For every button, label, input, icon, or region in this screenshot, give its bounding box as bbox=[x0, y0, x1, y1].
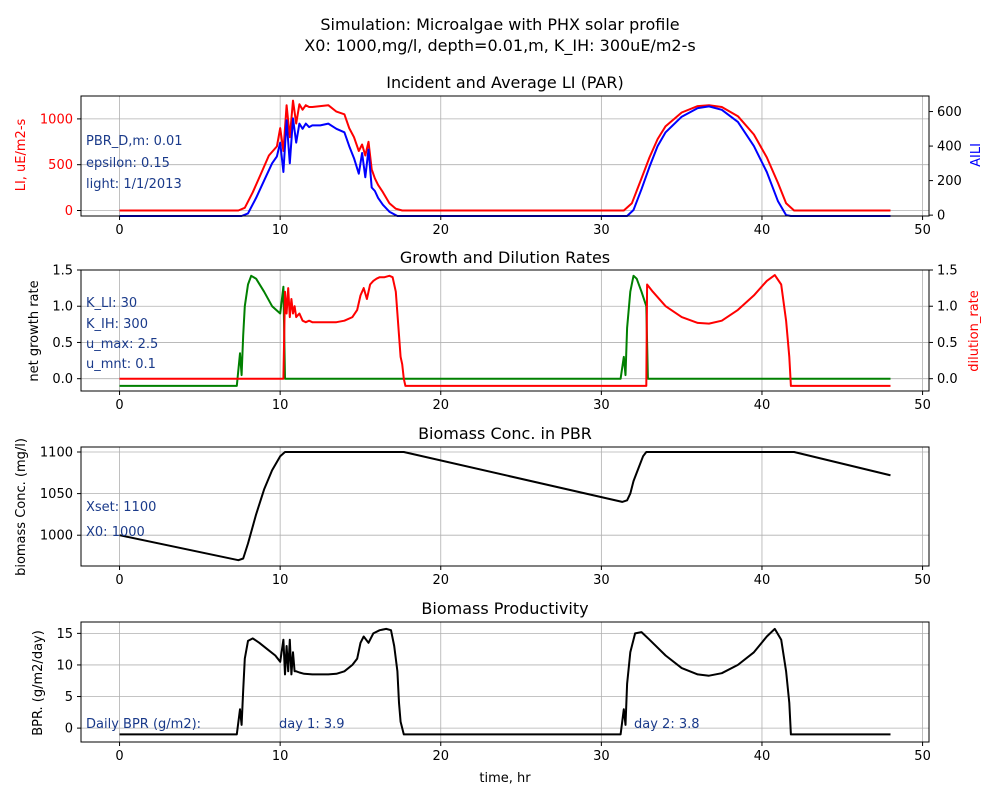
y-tick-label: 5 bbox=[65, 690, 73, 705]
annotation-u-max: u_max: 2.5 bbox=[86, 337, 158, 352]
series-line-red bbox=[119, 99, 891, 212]
axes-frame bbox=[80, 446, 930, 567]
x-tick-label: 20 bbox=[432, 223, 449, 238]
annotation-day2: day 2: 3.8 bbox=[634, 717, 700, 732]
y-tick-label-right: 0 bbox=[937, 209, 945, 224]
x-tick-label: 50 bbox=[914, 223, 931, 238]
y-axis-label: biomass Conc. (mg/l) bbox=[14, 438, 29, 576]
x-tick-label: 10 bbox=[272, 223, 289, 238]
plot-area: 0 10 20 30 40 50 1000 1050 1100 bbox=[40, 445, 931, 588]
annotation-k-ih: K_IH: 300 bbox=[86, 317, 148, 332]
y-tick-label: 15 bbox=[56, 627, 73, 642]
y-tick-label: 500 bbox=[48, 158, 73, 173]
annotation-daily-bpr: Daily BPR (g/m2): bbox=[86, 717, 201, 732]
x-tick-label: 30 bbox=[593, 398, 610, 413]
panel-title: Incident and Average LI (PAR) bbox=[386, 73, 623, 92]
y-tick-label: 0 bbox=[65, 204, 73, 219]
annotation-u-mnt: u_mnt: 0.1 bbox=[86, 357, 156, 372]
x-tick-label: 20 bbox=[432, 573, 449, 588]
y-tick-label: 1.5 bbox=[52, 264, 73, 279]
panel-title: Biomass Conc. in PBR bbox=[418, 424, 592, 443]
annotation-xset: Xset: 1100 bbox=[86, 500, 156, 515]
x-tick-label: 40 bbox=[754, 398, 771, 413]
x-tick-label: 20 bbox=[432, 398, 449, 413]
x-tick-label: 10 bbox=[272, 749, 289, 764]
y-tick-label: 1100 bbox=[40, 445, 73, 460]
y-tick-label-right: 200 bbox=[937, 174, 962, 189]
x-tick-label: 40 bbox=[754, 223, 771, 238]
x-tick-label: 50 bbox=[914, 749, 931, 764]
panel-growth-dilution: Growth and Dilution Rates 0 10 20 30 40 50 0.0… bbox=[27, 248, 982, 413]
y-tick-label-right: 600 bbox=[937, 105, 962, 120]
y-axis-label-right: dilution_rate bbox=[967, 290, 982, 372]
x-tick-label: 10 bbox=[272, 573, 289, 588]
series-line-black bbox=[119, 451, 891, 562]
x-tick-label: 40 bbox=[754, 573, 771, 588]
annotation-epsilon: epsilon: 0.15 bbox=[86, 156, 170, 171]
y-tick-label: 1.0 bbox=[52, 300, 73, 315]
y-tick-label: 1000 bbox=[40, 112, 73, 127]
y-tick-label: 10 bbox=[56, 658, 73, 673]
y-tick-label-right: 1.5 bbox=[937, 264, 958, 279]
panel-title: Growth and Dilution Rates bbox=[400, 248, 610, 267]
x-tick-label: 50 bbox=[914, 573, 931, 588]
y-tick-label: 0 bbox=[65, 722, 73, 737]
x-tick-label: 0 bbox=[115, 573, 123, 588]
x-tick-label: 40 bbox=[754, 749, 771, 764]
y-tick-label-right: 400 bbox=[937, 140, 962, 155]
x-tick-label: 30 bbox=[593, 573, 610, 588]
y-axis-label: LI, uE/m2-s bbox=[14, 118, 29, 191]
y-tick-label: 0.5 bbox=[52, 336, 73, 351]
annotation-pbr-depth: PBR_D,m: 0.01 bbox=[86, 134, 183, 149]
panel-biomass-productivity: Biomass Productivity 0 10 20 30 40 50 0 5 10 15 B… bbox=[31, 599, 931, 786]
panel-title: Biomass Productivity bbox=[421, 599, 588, 618]
x-tick-label: 30 bbox=[593, 223, 610, 238]
series-line-blue bbox=[119, 105, 891, 217]
suptitle-line2: X0: 1000,mg/l, depth=0.01,m, K_IH: 300uE… bbox=[304, 36, 695, 56]
x-tick-label: 0 bbox=[115, 223, 123, 238]
y-tick-label-right: 0.5 bbox=[937, 336, 958, 351]
annotation-x0: X0: 1000 bbox=[86, 525, 145, 540]
x-tick-label: 0 bbox=[115, 398, 123, 413]
x-tick-label: 0 bbox=[115, 749, 123, 764]
y-tick-label-right: 0.0 bbox=[937, 372, 958, 387]
plot-area: 0 10 20 30 40 50 0 5 10 15 bbox=[56, 621, 931, 764]
series-line-red bbox=[119, 274, 891, 387]
x-tick-label: 30 bbox=[593, 749, 610, 764]
annotation-light-date: light: 1/1/2013 bbox=[86, 177, 182, 192]
annotation-day1: day 1: 3.9 bbox=[279, 717, 345, 732]
panel-incident-light: Incident and Average LI (PAR) 0 10 20 30 40 5… bbox=[14, 73, 984, 238]
suptitle-line1: Simulation: Microalgae with PHX solar pr… bbox=[320, 15, 679, 34]
plot-area: 0 10 20 30 40 50 0.0 0.5 1.0 1.5 0.0 0.5 1.0 1.5 bbox=[52, 264, 957, 414]
axes-frame bbox=[80, 621, 930, 743]
series-line-green bbox=[119, 274, 891, 387]
y-axis-label-right: AILI bbox=[969, 143, 984, 167]
y-tick-label-right: 1.0 bbox=[937, 300, 958, 315]
x-tick-label: 20 bbox=[432, 749, 449, 764]
y-tick-label: 1000 bbox=[40, 529, 73, 544]
y-axis-label: net growth rate bbox=[27, 280, 42, 381]
x-axis-label: time, hr bbox=[479, 771, 531, 786]
panel-biomass-conc: Biomass Conc. in PBR 0 10 20 30 40 50 1000 1050… bbox=[14, 424, 931, 588]
x-tick-label: 10 bbox=[272, 398, 289, 413]
y-tick-label: 0.0 bbox=[52, 372, 73, 387]
series-line-black bbox=[119, 627, 891, 736]
axes-frame bbox=[80, 95, 930, 217]
y-tick-label: 1050 bbox=[40, 487, 73, 502]
axes-frame bbox=[80, 269, 930, 392]
x-tick-label: 50 bbox=[914, 398, 931, 413]
annotation-k-li: K_LI: 30 bbox=[86, 296, 137, 311]
y-axis-label: BPR. (g/m2/day) bbox=[31, 630, 46, 736]
